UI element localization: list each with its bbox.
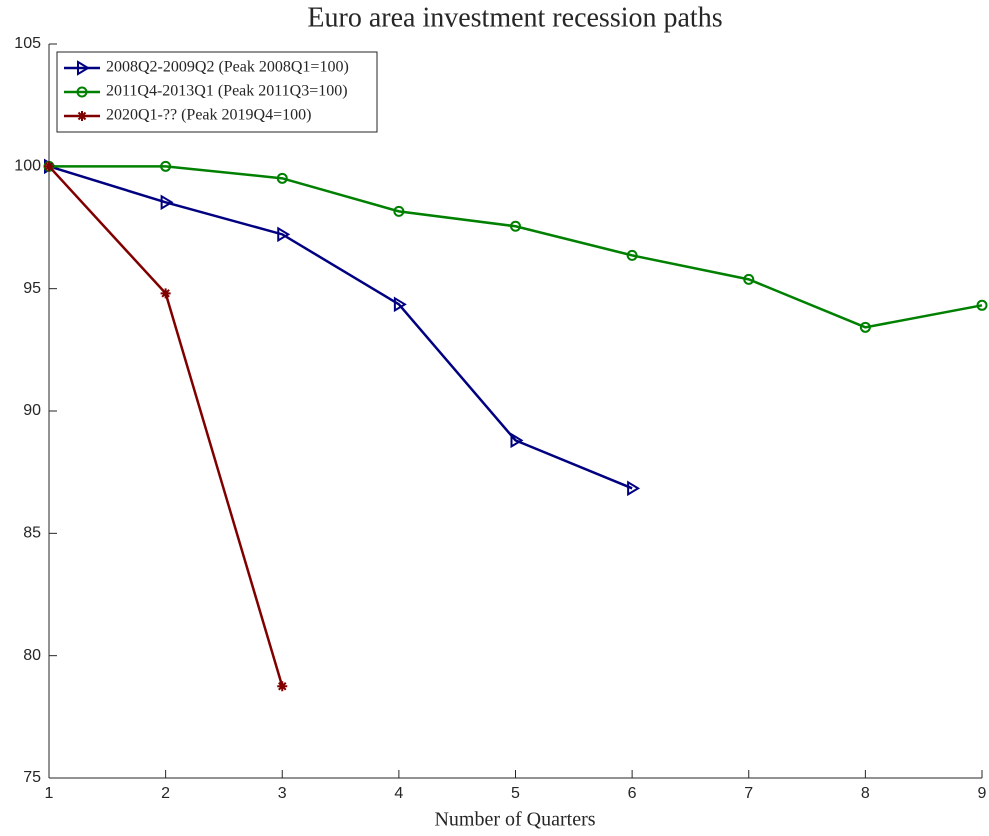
series-line	[49, 165, 983, 329]
y-tick-label: 75	[23, 769, 41, 786]
marker	[859, 321, 871, 333]
y-tick-label: 105	[14, 35, 41, 52]
marker	[393, 296, 407, 313]
x-tick-label: 2	[161, 785, 170, 802]
marker	[77, 60, 90, 76]
series-line	[48, 165, 633, 490]
series-line	[48, 165, 284, 687]
marker	[76, 86, 88, 98]
marker	[277, 226, 291, 243]
x-tick-label: 1	[45, 785, 54, 802]
y-tick-label: 90	[23, 402, 41, 419]
x-tick-label: 9	[978, 785, 987, 802]
marker	[627, 480, 641, 497]
marker	[743, 273, 755, 285]
marker	[276, 172, 288, 184]
marker	[44, 161, 54, 172]
legend-label: 2008Q2-2009Q2 (Peak 2008Q1=100)	[106, 59, 349, 76]
y-tick-label: 100	[14, 158, 41, 175]
marker	[77, 111, 87, 121]
chart-title: Euro area investment recession paths	[307, 2, 722, 33]
x-tick-label: 7	[744, 785, 753, 802]
x-tick-label: 6	[628, 785, 637, 802]
marker	[277, 681, 288, 692]
x-tick-label: 3	[278, 785, 287, 802]
marker	[626, 249, 638, 261]
x-tick-label: 4	[394, 785, 403, 802]
marker	[160, 160, 172, 172]
legend-label: 2011Q4-2013Q1 (Peak 2011Q3=100)	[106, 83, 348, 100]
legend-label: 2020Q1-?? (Peak 2019Q4=100)	[106, 107, 311, 124]
marker	[976, 299, 988, 311]
y-tick-label: 80	[23, 647, 41, 664]
marker	[160, 288, 171, 299]
y-tick-label: 95	[23, 280, 41, 297]
marker	[510, 220, 521, 232]
marker	[160, 194, 174, 211]
y-tick-label: 85	[23, 525, 41, 542]
marker	[393, 205, 405, 217]
x-tick-label: 5	[511, 785, 520, 802]
x-axis-label: Number of Quarters	[434, 809, 595, 831]
legend-box	[56, 51, 378, 133]
x-tick-label: 8	[861, 785, 870, 802]
marker	[510, 432, 524, 449]
